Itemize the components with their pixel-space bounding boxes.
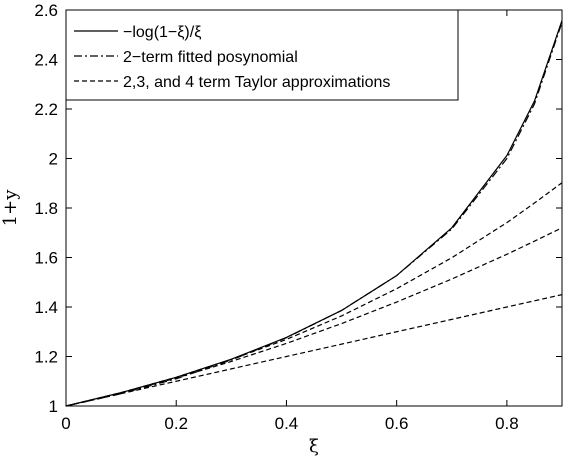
x-tick-label: 0.8 — [495, 414, 519, 433]
x-tick-label: 0 — [61, 414, 70, 433]
ticks-layer: 0 0.2 0.4 0.6 0.8 1 1.2 1.4 1.6 1.8 2 2.2 2.4 2.6 — [34, 1, 562, 433]
x-axis-label: ξ — [309, 436, 319, 457]
y-tick-label: 1.4 — [34, 298, 58, 317]
x-tick-label: 0.6 — [385, 414, 409, 433]
y-tick-label: 1 — [49, 397, 58, 416]
y-tick-label: 1.8 — [34, 199, 58, 218]
series-line-1 — [65, 22, 563, 407]
y-tick-label: 2.2 — [34, 100, 58, 119]
series-line-3 — [65, 227, 563, 407]
legend: −log(1−ξ)/ξ 2−term fitted posynomial 2,3… — [65, 9, 459, 101]
x-tick-label: 0.2 — [164, 414, 188, 433]
x-tick-label: 0.4 — [275, 414, 299, 433]
y-tick-label: 1.6 — [34, 249, 58, 268]
legend-entry-posynomial: 2−term fitted posynomial — [123, 49, 298, 66]
series-line-2 — [65, 294, 563, 407]
legend-entry-taylor: 2,3, and 4 term Taylor approximations — [123, 74, 390, 91]
y-axis-label: 1+y — [0, 189, 21, 227]
y-tick-label: 1.2 — [34, 348, 58, 367]
series-layer — [65, 20, 563, 407]
legend-box — [65, 9, 459, 101]
y-tick-label: 2.4 — [34, 51, 58, 70]
series-line-4 — [65, 182, 563, 407]
y-tick-label: 2.6 — [34, 1, 58, 20]
legend-entry-neg-log: −log(1−ξ)/ξ — [123, 24, 201, 41]
y-tick-label: 2 — [49, 150, 58, 169]
